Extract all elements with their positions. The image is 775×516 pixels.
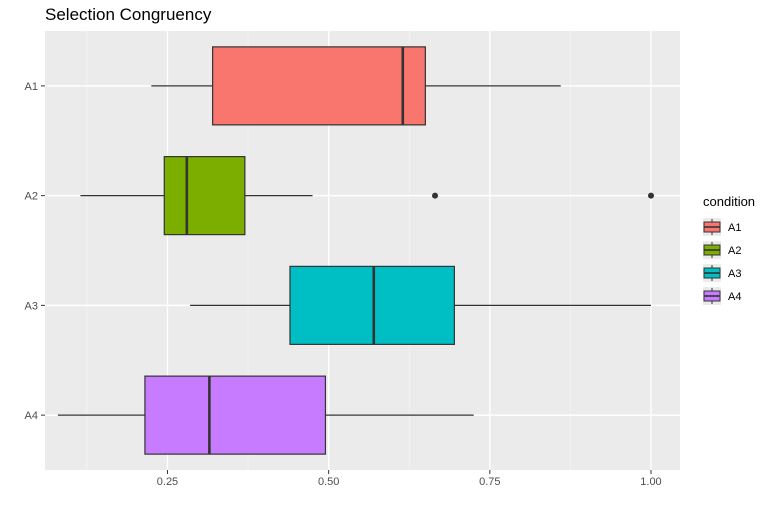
box-A3 [289,265,455,345]
legend-label-A4: A4 [728,291,741,303]
box-A1 [212,46,426,126]
legend-label-A3: A3 [728,268,741,280]
legend-label-A1: A1 [728,222,741,234]
y-tick-label-A1: A1 [25,81,38,93]
x-tick-label-3: 1.00 [640,476,661,488]
y-tick-label-A4: A4 [25,410,38,422]
x-tick-label-1: 0.50 [318,476,339,488]
box-A4 [144,375,327,455]
y-tick-label-A3: A3 [25,300,38,312]
y-tick-label-A2: A2 [25,191,38,203]
outlier-A2-1 [647,192,654,199]
legend-title: condition [703,194,755,209]
legend-label-A2: A2 [728,245,741,257]
outlier-A2-0 [432,192,439,199]
x-tick-label-2: 0.75 [479,476,500,488]
box-A2 [163,156,246,236]
chart-title: Selection Congruency [45,5,212,24]
x-tick-label-0: 0.25 [157,476,178,488]
